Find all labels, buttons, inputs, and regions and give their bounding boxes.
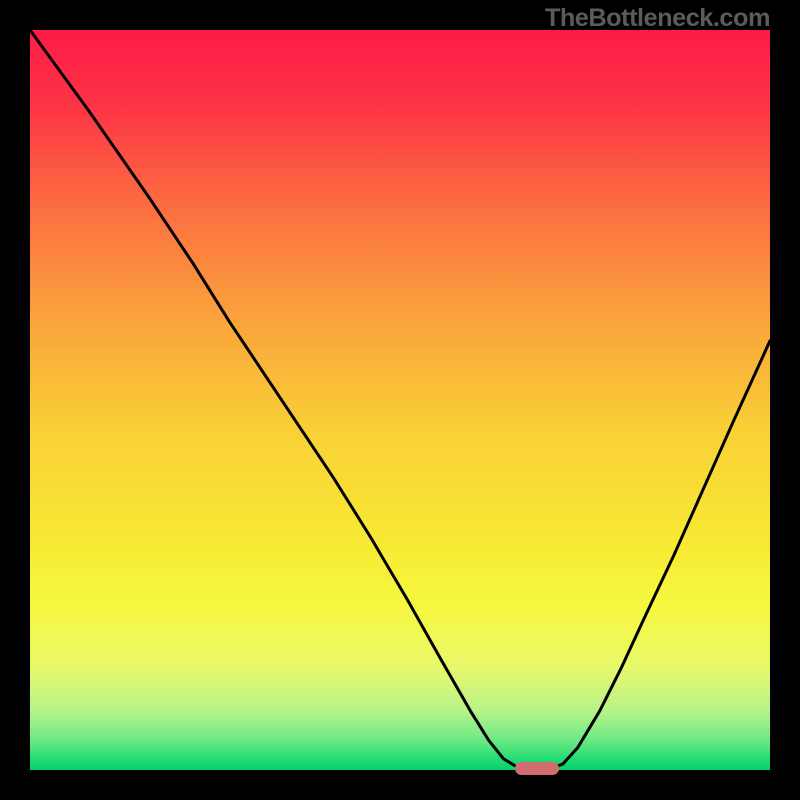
plot-area	[30, 30, 770, 770]
bottleneck-curve	[30, 30, 770, 770]
watermark-text: TheBottleneck.com	[545, 4, 770, 33]
optimal-marker	[515, 762, 559, 775]
chart-frame: TheBottleneck.com	[0, 0, 800, 800]
